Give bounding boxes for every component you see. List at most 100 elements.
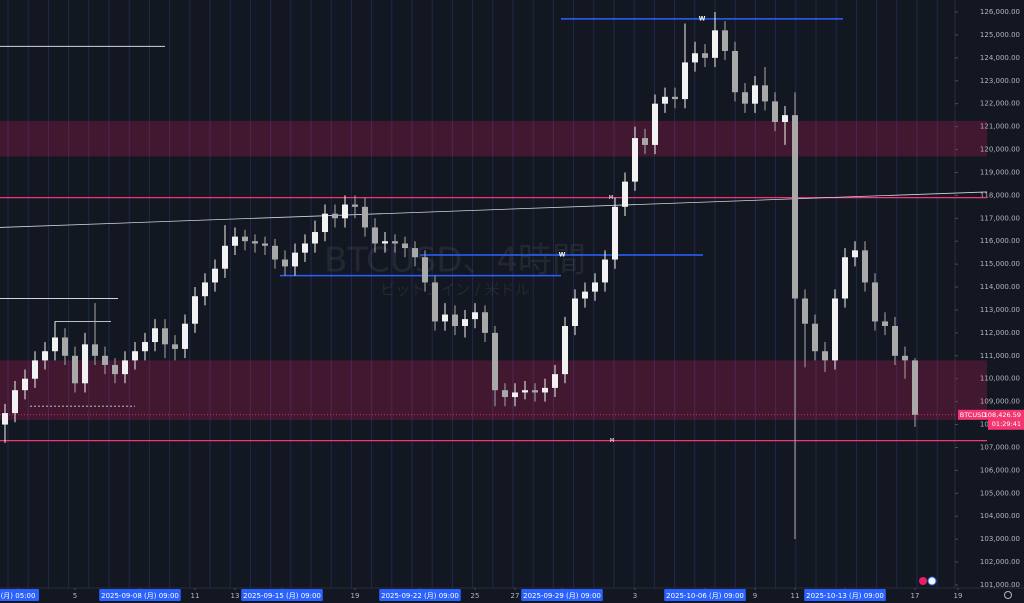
line-marker: M bbox=[609, 195, 613, 201]
x-tick-label: 2025-09-29 (月) 09:00 bbox=[523, 592, 601, 600]
candle-body bbox=[282, 259, 288, 267]
candle-body bbox=[862, 250, 868, 283]
candle-body bbox=[42, 351, 48, 361]
y-tick-label: 101,000.00 bbox=[980, 581, 1020, 589]
trendline bbox=[0, 191, 988, 228]
y-tick-label: 104,000.00 bbox=[980, 512, 1020, 520]
candle-body bbox=[22, 378, 28, 391]
candle-body bbox=[292, 252, 298, 267]
candle-body bbox=[362, 206, 368, 228]
x-tick-label: (月) 05:00 bbox=[1, 592, 36, 600]
x-tick-label: 3 bbox=[633, 592, 637, 600]
candle-body bbox=[132, 351, 138, 361]
candle-body bbox=[502, 390, 508, 398]
y-tick-label: 105,000.00 bbox=[980, 489, 1020, 497]
candle-body bbox=[392, 241, 398, 244]
candle-body bbox=[52, 337, 58, 352]
candle-body bbox=[192, 296, 198, 324]
x-tick-label: 19 bbox=[954, 592, 963, 600]
symbol-box bbox=[958, 409, 988, 420]
y-tick-label: 113,000.00 bbox=[980, 306, 1020, 314]
current-price-label: 108,426.59 bbox=[984, 411, 1021, 419]
x-tick-label: 2025-09-08 (月) 09:00 bbox=[101, 592, 179, 600]
candle-body bbox=[882, 321, 888, 327]
candle-body bbox=[62, 337, 68, 356]
candle-body bbox=[172, 344, 178, 349]
x-tick-highlight bbox=[521, 589, 603, 601]
candle-body bbox=[482, 312, 488, 333]
candle-body bbox=[2, 413, 8, 425]
candle-body bbox=[802, 298, 808, 324]
event-icon[interactable] bbox=[927, 576, 937, 586]
candle-body bbox=[682, 62, 688, 100]
x-tick-label: 2025-10-13 (月) 09:00 bbox=[806, 592, 884, 600]
candle-body bbox=[412, 248, 418, 258]
candle-body bbox=[522, 390, 528, 393]
candle-body bbox=[242, 236, 248, 242]
x-tick-highlight bbox=[241, 589, 323, 601]
y-tick-label: 120,000.00 bbox=[980, 146, 1020, 154]
candle-body bbox=[402, 243, 408, 249]
candle-body bbox=[322, 213, 328, 233]
y-tick-label: 119,000.00 bbox=[980, 168, 1020, 176]
y-tick-label: 122,000.00 bbox=[980, 100, 1020, 108]
candle-body bbox=[832, 298, 838, 361]
candle-body bbox=[572, 298, 578, 327]
x-tick-label: 25 bbox=[471, 592, 480, 600]
candle-body bbox=[202, 282, 208, 297]
y-tick-label: 111,000.00 bbox=[980, 352, 1020, 360]
candle-body bbox=[222, 245, 228, 269]
segment-marker: W bbox=[559, 251, 566, 258]
y-tick-label: 110,000.00 bbox=[980, 375, 1020, 383]
candle-body bbox=[752, 85, 758, 104]
candle-body bbox=[692, 53, 698, 63]
candle-body bbox=[772, 101, 778, 123]
candle-body bbox=[532, 390, 538, 393]
candle-body bbox=[642, 138, 648, 145]
settings-icon[interactable] bbox=[1004, 591, 1012, 599]
candle-body bbox=[632, 138, 638, 182]
candle-body bbox=[12, 390, 18, 414]
candle-body bbox=[472, 312, 478, 320]
candle-body bbox=[852, 250, 858, 258]
candle-body bbox=[742, 92, 748, 104]
countdown-label: 01:29:41 bbox=[992, 420, 1021, 428]
candle-body bbox=[82, 344, 88, 384]
candle-body bbox=[342, 204, 348, 219]
watermark: BTCUSD、4時間 bbox=[324, 241, 586, 281]
x-tick-label: 19 bbox=[351, 592, 360, 600]
candle-body bbox=[332, 213, 338, 219]
x-tick-label: 9 bbox=[753, 592, 757, 600]
y-tick-label: 114,000.00 bbox=[980, 283, 1020, 291]
line-marker: M bbox=[610, 438, 614, 444]
candle-body bbox=[452, 314, 458, 327]
y-tick-label: 121,000.00 bbox=[980, 123, 1020, 131]
price-box bbox=[988, 409, 1024, 430]
candle-body bbox=[272, 245, 278, 260]
candle-body bbox=[702, 53, 708, 58]
x-tick-label: 11 bbox=[791, 592, 800, 600]
segment-marker: W bbox=[699, 15, 706, 22]
x-tick-highlight bbox=[99, 589, 181, 601]
candle-body bbox=[662, 96, 668, 104]
x-tick-label: 27 bbox=[511, 592, 520, 600]
candle-body bbox=[872, 282, 878, 322]
event-icon[interactable] bbox=[919, 577, 927, 585]
candle-body bbox=[232, 236, 238, 246]
y-tick-label: 116,000.00 bbox=[980, 237, 1020, 245]
candle-body bbox=[372, 227, 378, 244]
candle-body bbox=[552, 374, 558, 388]
candle-body bbox=[432, 282, 438, 322]
candle-body bbox=[382, 241, 388, 244]
x-tick-label: 13 bbox=[231, 592, 240, 600]
candle-body bbox=[72, 355, 78, 384]
candle-body bbox=[732, 50, 738, 93]
candle-body bbox=[542, 387, 548, 393]
x-tick-highlight bbox=[0, 589, 39, 601]
candle-body bbox=[562, 326, 568, 375]
y-tick-label: 117,000.00 bbox=[980, 214, 1020, 222]
candle-body bbox=[462, 319, 468, 327]
